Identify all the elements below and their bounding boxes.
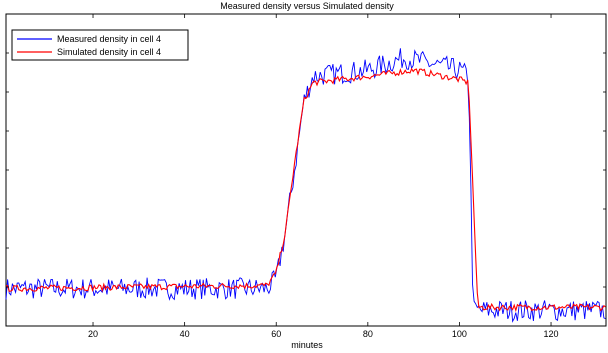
- legend-label-simulated: Simulated density in cell 4: [57, 47, 161, 57]
- x-tick-label: 60: [271, 329, 281, 339]
- plot-area: 20 40 60 80 100 120: [5, 13, 607, 339]
- y-ticks: [6, 52, 606, 288]
- x-axis-label: minutes: [291, 340, 323, 350]
- x-tick-label: 40: [180, 329, 190, 339]
- series-layer: [5, 48, 606, 323]
- x-tick-label: 100: [452, 329, 467, 339]
- x-tick-label: 80: [363, 329, 373, 339]
- x-ticks: 20 40 60 80 100 120: [88, 14, 559, 339]
- legend: Measured density in cell 4 Simulated den…: [11, 29, 189, 61]
- x-tick-label: 120: [544, 329, 559, 339]
- x-tick-label: 20: [88, 329, 98, 339]
- chart-title: Measured density versus Simulated densit…: [220, 1, 394, 11]
- legend-box: [11, 29, 189, 61]
- series-line-simulated: [5, 67, 606, 313]
- legend-label-measured: Measured density in cell 4: [57, 34, 161, 44]
